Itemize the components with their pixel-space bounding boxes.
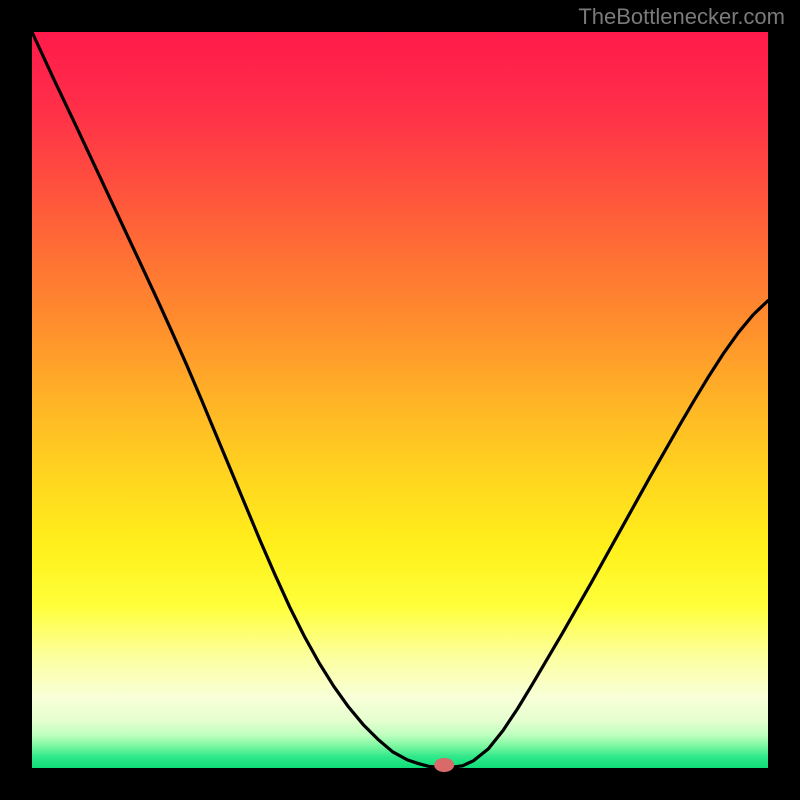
optimal-point-marker — [434, 758, 454, 772]
plot-background — [32, 32, 768, 768]
watermark-label: TheBottlenecker.com — [578, 4, 785, 30]
chart-canvas — [0, 0, 800, 800]
